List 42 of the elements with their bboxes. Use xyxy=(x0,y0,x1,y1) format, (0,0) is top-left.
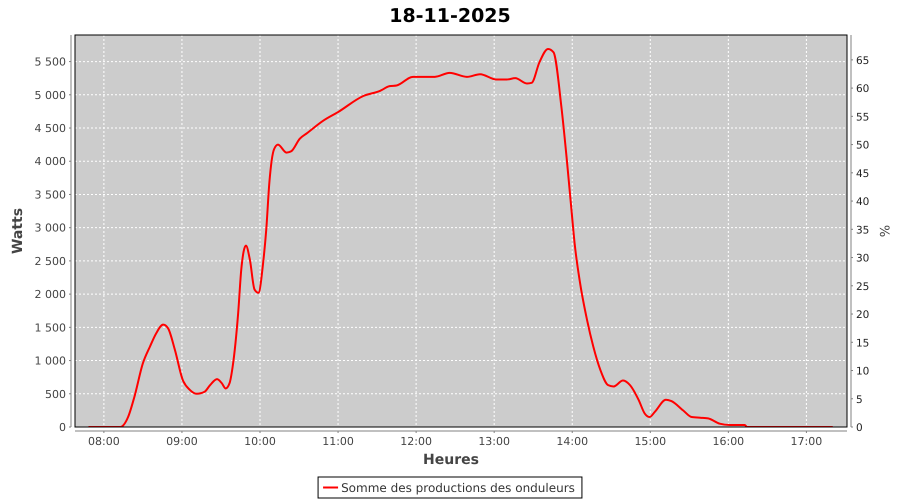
y-tick-label: 3 000 xyxy=(34,222,66,235)
y2-tick-label: 45 xyxy=(856,168,870,180)
y-tick-label: 4 500 xyxy=(34,122,66,136)
x-tick-label: 15:00 xyxy=(634,435,666,448)
y2-axis-title: % xyxy=(876,224,891,238)
y-tick-label: 2 500 xyxy=(34,254,66,268)
x-tick-label: 12:00 xyxy=(400,435,432,448)
y2-tick-label: 35 xyxy=(856,224,870,236)
y2-tick-label: 65 xyxy=(856,54,870,67)
y2-tick-label: 25 xyxy=(856,280,870,293)
y2-tick-label: 5 xyxy=(856,394,863,406)
y-tick-label: 1 500 xyxy=(34,321,66,334)
y-tick-label: 5 000 xyxy=(34,88,66,102)
y-tick-label: 500 xyxy=(45,388,66,401)
y-axis-title: Watts xyxy=(10,208,26,254)
y-tick-label: 4 000 xyxy=(34,155,66,168)
y-tick-label: 0 xyxy=(59,421,66,434)
y2-tick-label: 20 xyxy=(856,309,870,322)
x-tick-label: 09:00 xyxy=(166,435,198,448)
y-tick-label: 3 500 xyxy=(34,188,66,202)
x-tick-label: 14:00 xyxy=(556,435,588,448)
legend-label: Somme des productions des onduleurs xyxy=(341,481,575,495)
line-series xyxy=(88,48,834,427)
x-tick-label: 17:00 xyxy=(790,435,822,448)
y-tick-label: 2 000 xyxy=(34,288,66,302)
x-axis-title: Heures xyxy=(423,452,479,468)
y2-tick-label: 30 xyxy=(856,252,870,265)
y2-tick-label: 10 xyxy=(856,366,870,378)
y2-tick-label: 60 xyxy=(856,83,870,96)
y-tick-label: 1 000 xyxy=(34,354,66,368)
y-tick-label: 5 500 xyxy=(34,56,66,69)
y2-tick-label: 40 xyxy=(856,196,870,208)
y2-tick-label: 0 xyxy=(856,422,863,434)
x-tick-label: 16:00 xyxy=(712,435,744,448)
x-tick-label: 08:00 xyxy=(88,435,120,448)
y2-tick-label: 50 xyxy=(856,140,870,152)
y2-tick-label: 15 xyxy=(856,337,870,350)
y2-tick-label: 55 xyxy=(856,111,870,124)
x-tick-label: 10:00 xyxy=(244,435,276,448)
chart-title: 18-11-2025 xyxy=(389,5,511,27)
x-tick-label: 11:00 xyxy=(322,435,354,448)
x-tick-label: 13:00 xyxy=(478,435,510,448)
